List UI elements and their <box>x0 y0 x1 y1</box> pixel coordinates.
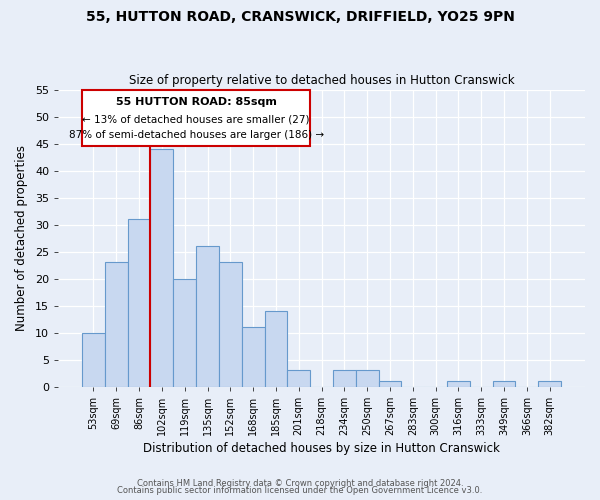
Bar <box>379 382 401 386</box>
Bar <box>265 311 287 386</box>
Text: 55, HUTTON ROAD, CRANSWICK, DRIFFIELD, YO25 9PN: 55, HUTTON ROAD, CRANSWICK, DRIFFIELD, Y… <box>86 10 514 24</box>
Text: Contains HM Land Registry data © Crown copyright and database right 2024.: Contains HM Land Registry data © Crown c… <box>137 478 463 488</box>
Text: Contains public sector information licensed under the Open Government Licence v3: Contains public sector information licen… <box>118 486 482 495</box>
Bar <box>128 219 151 386</box>
Bar <box>242 327 265 386</box>
Text: ← 13% of detached houses are smaller (27): ← 13% of detached houses are smaller (27… <box>82 114 310 124</box>
Text: 87% of semi-detached houses are larger (186) →: 87% of semi-detached houses are larger (… <box>68 130 323 140</box>
Y-axis label: Number of detached properties: Number of detached properties <box>15 145 28 331</box>
Bar <box>196 246 219 386</box>
Bar <box>105 262 128 386</box>
Bar <box>287 370 310 386</box>
Bar <box>538 382 561 386</box>
Bar <box>173 278 196 386</box>
Bar <box>356 370 379 386</box>
Bar <box>82 332 105 386</box>
Bar <box>493 382 515 386</box>
Title: Size of property relative to detached houses in Hutton Cranswick: Size of property relative to detached ho… <box>129 74 514 87</box>
Text: 55 HUTTON ROAD: 85sqm: 55 HUTTON ROAD: 85sqm <box>116 97 277 107</box>
Bar <box>333 370 356 386</box>
Bar <box>219 262 242 386</box>
Bar <box>447 382 470 386</box>
Bar <box>151 149 173 386</box>
X-axis label: Distribution of detached houses by size in Hutton Cranswick: Distribution of detached houses by size … <box>143 442 500 455</box>
Bar <box>82 90 310 146</box>
